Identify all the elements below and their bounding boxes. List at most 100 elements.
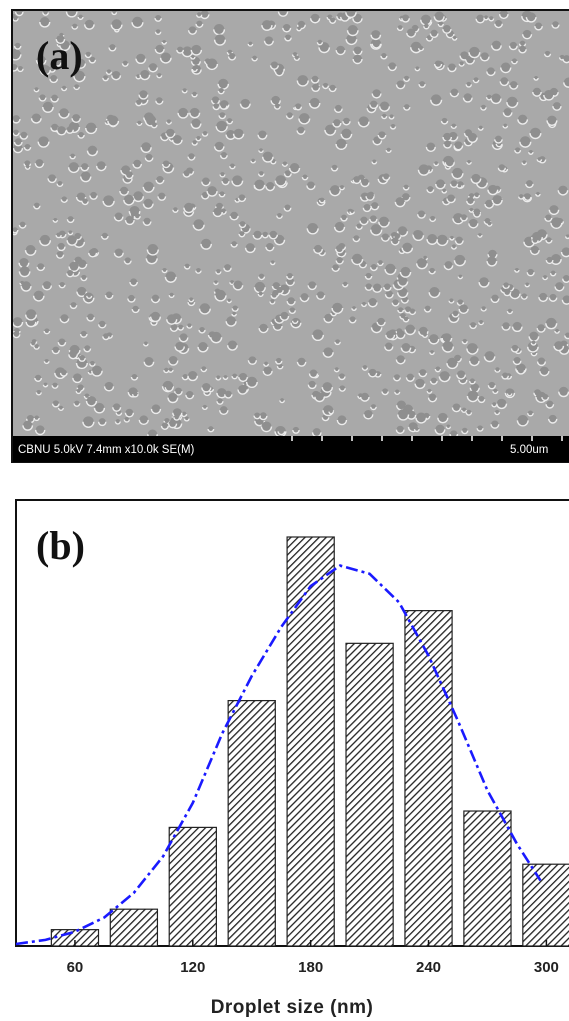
sem-rim xyxy=(333,108,343,113)
sem-rim xyxy=(536,328,546,333)
sem-pit xyxy=(30,341,36,347)
sem-pit xyxy=(397,307,404,313)
sem-rim xyxy=(68,266,80,272)
sem-rim xyxy=(51,403,60,408)
sem-rim xyxy=(97,421,107,427)
sem-rim xyxy=(269,65,279,70)
sem-rim xyxy=(223,394,233,399)
sem-pit xyxy=(162,160,170,168)
sem-rim xyxy=(272,325,283,331)
sem-rim xyxy=(451,407,462,413)
sem-pit xyxy=(88,249,97,257)
sem-rim xyxy=(547,418,558,424)
sem-rim xyxy=(384,346,394,352)
sem-pit xyxy=(151,294,160,303)
sem-pit xyxy=(395,197,405,207)
sem-pit xyxy=(183,202,194,213)
sem-rim xyxy=(33,89,40,93)
sem-pit xyxy=(308,281,317,290)
sem-pit xyxy=(282,161,288,167)
sem-rim xyxy=(396,231,409,237)
sem-rim xyxy=(369,267,378,272)
sem-rim xyxy=(292,429,300,434)
sem-pit xyxy=(349,316,356,323)
sem-pit xyxy=(397,226,408,237)
sem-rim xyxy=(506,310,513,315)
sem-rim xyxy=(85,127,98,135)
sem-rim xyxy=(215,377,222,381)
sem-pit xyxy=(548,414,557,423)
sem-pit xyxy=(199,326,206,333)
sem-rim xyxy=(321,417,330,422)
sem-pit xyxy=(442,25,451,34)
sem-pit xyxy=(193,219,205,231)
sem-pit xyxy=(279,398,285,403)
sem-pit xyxy=(382,173,390,181)
sem-pit xyxy=(175,341,185,352)
sem-rim xyxy=(544,217,553,222)
sem-pit xyxy=(229,280,235,285)
sem-pit xyxy=(500,62,511,73)
sem-pit xyxy=(452,167,463,179)
sem-rim xyxy=(231,375,238,380)
sem-rim xyxy=(131,394,139,398)
sem-pit xyxy=(75,58,86,69)
sem-pit xyxy=(392,299,399,306)
sem-pit xyxy=(342,281,348,287)
sem-rim xyxy=(370,327,383,334)
sem-pit xyxy=(239,221,246,228)
sem-rim xyxy=(332,122,342,128)
sem-pit xyxy=(459,304,469,314)
sem-pit xyxy=(284,204,291,212)
sem-pit xyxy=(466,343,478,355)
sem-rim xyxy=(367,372,378,378)
sem-rim xyxy=(114,421,121,425)
sem-pit xyxy=(59,281,66,288)
sem-pit xyxy=(428,393,437,402)
sem-pit xyxy=(155,29,161,35)
sem-rim xyxy=(514,150,522,154)
sem-pit xyxy=(298,113,310,124)
sem-rim xyxy=(20,286,32,292)
sem-pit xyxy=(456,370,466,379)
sem-pit xyxy=(547,115,557,126)
sem-pit xyxy=(322,82,329,89)
sem-pit xyxy=(270,61,279,70)
sem-rim xyxy=(456,374,467,380)
sem-pit xyxy=(155,15,162,22)
sem-pit xyxy=(21,281,31,292)
sem-pit xyxy=(192,66,198,72)
sem-pit xyxy=(487,184,498,195)
sem-rim xyxy=(33,346,40,350)
sem-rim xyxy=(425,37,434,42)
sem-pit xyxy=(481,306,487,311)
sem-pit xyxy=(435,179,446,189)
sem-pit xyxy=(417,210,426,219)
sem-rim xyxy=(140,147,152,153)
sem-rim xyxy=(167,423,178,429)
sem-rim xyxy=(129,281,139,287)
sem-rim xyxy=(167,360,179,366)
sem-rim xyxy=(511,326,523,332)
sem-pit xyxy=(336,45,346,55)
sem-pit xyxy=(13,63,18,71)
sem-rim xyxy=(154,48,165,55)
sem-pit xyxy=(26,414,35,423)
sem-rim xyxy=(215,126,228,133)
sem-pit xyxy=(195,268,201,274)
sem-pit xyxy=(478,396,485,403)
sem-rim xyxy=(535,193,541,197)
sem-rim xyxy=(198,308,211,315)
sem-rim xyxy=(19,135,29,140)
sem-pit xyxy=(76,286,87,297)
sem-pit xyxy=(372,89,381,98)
sem-pit xyxy=(277,363,283,369)
sem-pit xyxy=(413,230,424,241)
sem-rim xyxy=(335,50,346,56)
sem-rim xyxy=(318,47,331,54)
sem-rim xyxy=(418,84,426,88)
sem-pit xyxy=(107,115,119,127)
sem-rim xyxy=(190,49,203,56)
sem-pit xyxy=(147,429,158,436)
sem-pit xyxy=(552,21,559,29)
